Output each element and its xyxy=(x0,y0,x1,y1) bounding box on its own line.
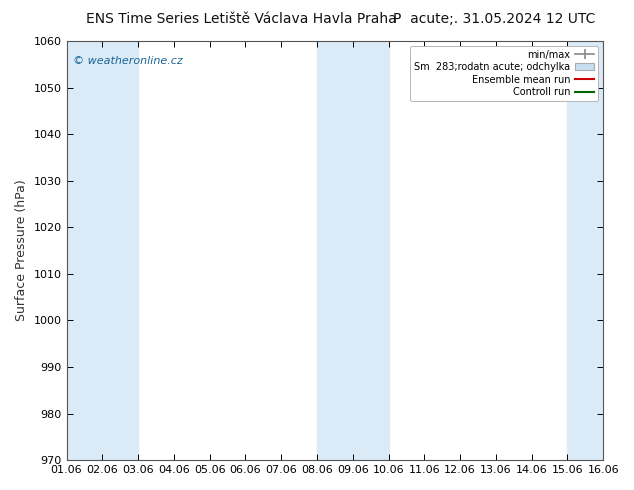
Bar xyxy=(317,41,389,460)
Text: © weatheronline.cz: © weatheronline.cz xyxy=(73,56,183,66)
Bar xyxy=(67,41,138,460)
Legend: min/max, Sm  283;rodatn acute; odchylka, Ensemble mean run, Controll run: min/max, Sm 283;rodatn acute; odchylka, … xyxy=(410,46,598,101)
Text: ENS Time Series Letiště Václava Havla Praha: ENS Time Series Letiště Václava Havla Pr… xyxy=(86,12,396,26)
Bar xyxy=(567,41,603,460)
Y-axis label: Surface Pressure (hPa): Surface Pressure (hPa) xyxy=(15,180,28,321)
Text: P  acute;. 31.05.2024 12 UTC: P acute;. 31.05.2024 12 UTC xyxy=(393,12,596,26)
